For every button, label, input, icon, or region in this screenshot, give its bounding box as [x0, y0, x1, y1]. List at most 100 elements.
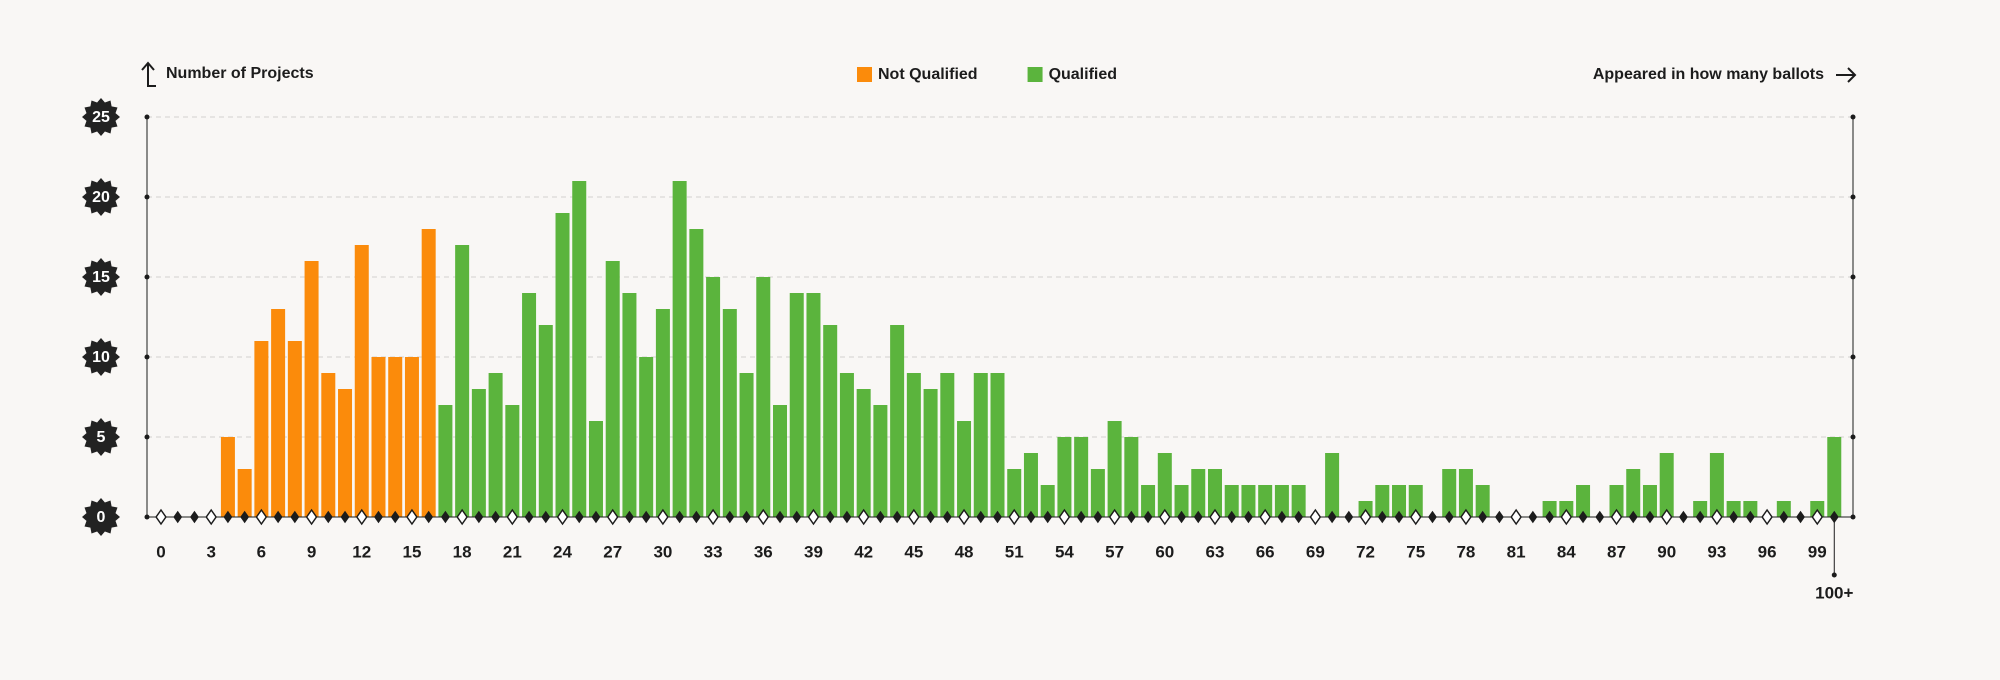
- bar: [806, 293, 821, 517]
- x-tick-marker: [1494, 510, 1504, 524]
- x-tick-marker: [524, 510, 534, 524]
- x-tick-label: 48: [955, 542, 974, 561]
- bar: [1475, 485, 1490, 517]
- x-tick-label: 72: [1356, 542, 1375, 561]
- x-tick-marker: [1126, 510, 1136, 524]
- x-tick-marker: [1158, 508, 1171, 526]
- x-tick-marker: [574, 510, 584, 524]
- x-tick-marker: [305, 508, 318, 526]
- bar: [923, 389, 938, 517]
- x-tick-marker: [1628, 510, 1638, 524]
- x-tick-label: 30: [653, 542, 672, 561]
- x-tick-marker: [173, 510, 183, 524]
- bar: [1325, 453, 1340, 517]
- bar: [1392, 485, 1407, 517]
- bar: [588, 421, 603, 517]
- bar: [254, 341, 269, 517]
- x-tick-marker: [641, 510, 651, 524]
- bar: [1626, 469, 1641, 517]
- x-tick-marker: [1143, 510, 1153, 524]
- x-tick-marker: [474, 510, 484, 524]
- x-tick-marker: [625, 510, 634, 524]
- y-tick-badge: [82, 178, 120, 216]
- x-tick-label: 21: [503, 542, 522, 561]
- x-tick-marker: [842, 510, 852, 524]
- x-tick-marker: [1745, 510, 1755, 524]
- x-tick-marker: [926, 510, 935, 524]
- y-tick-label: 20: [92, 189, 110, 206]
- bar: [338, 389, 353, 517]
- bar: [371, 357, 386, 517]
- x-tick-marker: [1796, 510, 1805, 524]
- x-tick-marker: [290, 510, 300, 524]
- legend-label: Not Qualified: [878, 66, 978, 83]
- bar: [1442, 469, 1457, 517]
- bar: [1743, 501, 1758, 517]
- x-tick-marker: [958, 508, 970, 526]
- bar: [1107, 421, 1122, 517]
- x-tick-marker: [908, 508, 920, 526]
- x-tick-label: 24: [553, 542, 572, 561]
- x-tick-marker: [775, 510, 785, 524]
- bar: [1241, 485, 1256, 517]
- bar: [823, 325, 838, 517]
- bar: [1023, 453, 1038, 517]
- x-tick-marker: [273, 510, 283, 524]
- x-tick-marker: [742, 510, 751, 524]
- x-tick-marker: [707, 508, 719, 526]
- bar: [1207, 469, 1222, 517]
- x-tick-label: 39: [804, 542, 823, 561]
- bar: [906, 373, 921, 517]
- bar: [1726, 501, 1741, 517]
- x-tick-marker: [1779, 510, 1789, 524]
- x-tick-marker: [1761, 508, 1773, 526]
- x-tick-marker: [1108, 508, 1121, 526]
- x-tick-marker: [1444, 510, 1454, 524]
- x-tick-marker: [993, 510, 1002, 524]
- x-tick-marker: [875, 510, 885, 524]
- x-tick-marker: [1729, 510, 1739, 524]
- x-tick-marker: [1043, 510, 1053, 524]
- y-tick-badge: [82, 258, 120, 296]
- bar: [1375, 485, 1390, 517]
- x-tick-marker: [1460, 508, 1472, 526]
- x-tick-marker: [1227, 510, 1237, 524]
- x-tick-label: 81: [1507, 542, 1526, 561]
- x-tick-label: 27: [603, 542, 622, 561]
- bar: [237, 469, 252, 517]
- bar: [304, 261, 319, 517]
- x-tick-marker: [857, 508, 870, 526]
- x-tick-marker: [223, 510, 233, 524]
- x-tick-marker: [205, 508, 218, 526]
- x-tick-label: 12: [352, 542, 371, 561]
- bar: [538, 325, 553, 517]
- x-tick-marker: [1510, 508, 1522, 526]
- legend-swatch: [1027, 67, 1043, 82]
- x-tick-marker: [591, 510, 601, 524]
- x-tick-label: 84: [1557, 542, 1576, 561]
- bar: [773, 405, 788, 517]
- bar: [1090, 469, 1105, 517]
- x-tick-marker: [556, 508, 569, 526]
- bar: [739, 373, 754, 517]
- bar: [1124, 437, 1139, 517]
- x-tick-marker: [424, 510, 434, 524]
- x-tick-label: 99: [1808, 542, 1827, 561]
- x-tick-marker: [1177, 510, 1186, 524]
- x-tick-marker: [506, 508, 519, 526]
- x-tick-marker: [1377, 510, 1387, 524]
- x-tick-marker: [1294, 510, 1304, 524]
- x-axis-arrow: [1836, 67, 1857, 83]
- x-tick-marker: [1093, 510, 1103, 524]
- x-tick-label: 87: [1607, 542, 1626, 561]
- x-tick-marker: [1679, 510, 1688, 524]
- y-tick-label: 15: [92, 269, 110, 286]
- y-axis-label: Number of Projects: [166, 65, 314, 82]
- bar: [572, 181, 587, 517]
- x-tick-label: 36: [754, 542, 773, 561]
- bar: [1291, 485, 1306, 517]
- bar: [756, 277, 771, 517]
- bar: [1458, 469, 1473, 517]
- bar: [639, 357, 654, 517]
